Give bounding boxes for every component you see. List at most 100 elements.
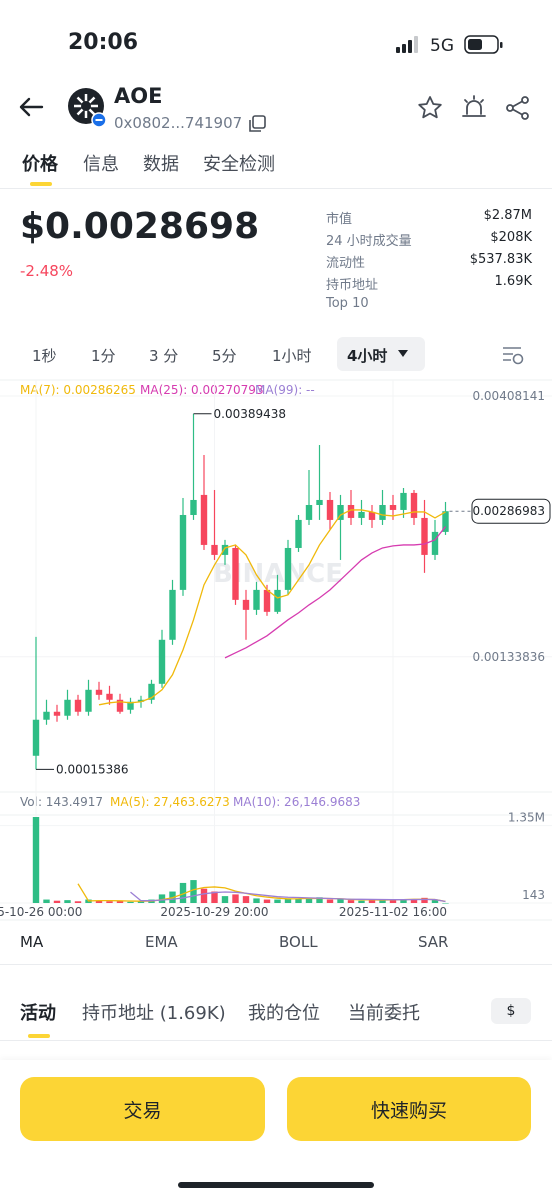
- interval[interactable]: 3 分: [149, 347, 179, 365]
- candle-body: [43, 711, 50, 720]
- volume-bar: [337, 898, 344, 903]
- candle-body: [358, 511, 365, 518]
- volume-bar: [221, 896, 229, 903]
- indicator[interactable]: SAR: [418, 933, 449, 951]
- candle-body: [232, 547, 239, 600]
- bottom-tab[interactable]: 活动: [20, 1003, 56, 1024]
- candle-body: [179, 514, 187, 590]
- bottom-tab[interactable]: 当前委托: [348, 1003, 420, 1024]
- stat-label: 流动性: [326, 256, 366, 271]
- favorite-button[interactable]: [417, 95, 443, 121]
- volume-bar: [53, 900, 61, 903]
- tab[interactable]: 安全检测: [203, 154, 275, 175]
- back-button[interactable]: [18, 96, 44, 118]
- copy-button[interactable]: [247, 114, 267, 134]
- vol-tick-label: 1.35M: [508, 811, 545, 825]
- quick-buy-button[interactable]: 快速购买: [287, 1077, 531, 1141]
- tab[interactable]: 信息: [83, 154, 119, 175]
- candle-body: [326, 499, 334, 520]
- tab[interactable]: 数据: [143, 154, 179, 175]
- status-network: 5G: [430, 36, 454, 56]
- volume-bar: [253, 898, 260, 903]
- volume-bar: [431, 899, 439, 903]
- low-label: 0.00015386: [56, 762, 129, 776]
- volume-bar: [242, 896, 250, 903]
- x-tick-label: 2025-11-02 16:00: [339, 905, 447, 919]
- candle-body: [284, 547, 292, 590]
- candle-body: [32, 719, 40, 756]
- token-symbol: AOE: [114, 84, 163, 108]
- volume-bar: [389, 900, 397, 903]
- signal-icon: [396, 36, 418, 53]
- volume-bar: [137, 901, 145, 903]
- interval[interactable]: 1秒: [32, 347, 57, 365]
- volume-legend: Vol: 143.4917: [20, 795, 103, 809]
- tab-indicator: [28, 1034, 50, 1038]
- indicator[interactable]: EMA: [145, 933, 178, 951]
- volume-bar: [116, 901, 124, 903]
- y-tick-label: 0.00133836: [472, 650, 545, 664]
- volume-bar: [127, 901, 134, 903]
- divider: [0, 188, 552, 189]
- alert-button[interactable]: [460, 94, 488, 122]
- candle-body: [116, 699, 124, 712]
- volume-bar: [284, 898, 292, 903]
- candle-body: [106, 693, 113, 700]
- volume-bar: [43, 899, 50, 903]
- tab[interactable]: 价格: [22, 154, 58, 175]
- bottom-tab[interactable]: 我的仓位: [248, 1003, 320, 1024]
- candle-body: [389, 505, 397, 510]
- y-tick-label: 0.00408141: [472, 389, 545, 403]
- battery-icon: [464, 35, 503, 54]
- volume-bar: [179, 882, 187, 903]
- stat-value: $2.87M: [483, 208, 532, 223]
- interval[interactable]: 5分: [212, 347, 237, 365]
- volume-bar: [263, 899, 271, 903]
- interval[interactable]: 1小时: [272, 347, 312, 365]
- candle-body: [316, 499, 323, 506]
- indicator[interactable]: BOLL: [279, 933, 318, 951]
- candle-body: [379, 505, 386, 520]
- volume-bar: [211, 891, 218, 903]
- interval-active[interactable]: 4小时: [347, 347, 388, 365]
- volume-ma-line: [77, 883, 446, 903]
- status-time: 20:06: [68, 30, 139, 55]
- volume-bar: [32, 817, 40, 903]
- volume-bar: [295, 898, 302, 903]
- divider: [0, 1040, 552, 1041]
- candle-body: [442, 511, 449, 532]
- ma-legend: MA(7): 0.00286265: [20, 383, 136, 397]
- bottom-tab[interactable]: 持币地址 (1.69K): [82, 1003, 226, 1024]
- volume-bar: [442, 902, 449, 904]
- volume-bar: [379, 899, 386, 903]
- volume-bar: [421, 897, 428, 903]
- volume-legend: MA(10): 26,146.9683: [233, 795, 360, 809]
- candle-body: [253, 589, 260, 610]
- candle-body: [74, 699, 82, 712]
- stat-label: 24 小时成交量: [326, 234, 412, 249]
- currency-toggle[interactable]: $: [491, 998, 531, 1024]
- volume-bar: [190, 880, 197, 903]
- candle-body: [200, 494, 208, 545]
- candle-body: [274, 589, 281, 612]
- trade-button[interactable]: 交易: [20, 1077, 265, 1141]
- candle-body: [421, 517, 428, 555]
- stat-label: 市值: [326, 212, 353, 227]
- volume-bar: [305, 897, 313, 903]
- volume-bar: [316, 897, 323, 903]
- candle-body: [127, 701, 134, 710]
- volume-bar: [200, 888, 208, 903]
- ma-line: [224, 526, 447, 659]
- ma-legend: MA(25): 0.00270793: [140, 383, 264, 397]
- x-tick-label: 25-10-26 00:00: [0, 905, 82, 919]
- indicator[interactable]: MA: [20, 933, 44, 951]
- chart-settings[interactable]: [501, 344, 525, 366]
- volume-bar: [410, 899, 418, 903]
- share-button[interactable]: [505, 95, 531, 121]
- stat-label: Top 10: [326, 296, 369, 311]
- price: $0.0028698: [20, 206, 260, 247]
- interval[interactable]: 1分: [91, 347, 116, 365]
- volume-bar: [400, 898, 407, 903]
- volume-bar: [95, 900, 103, 903]
